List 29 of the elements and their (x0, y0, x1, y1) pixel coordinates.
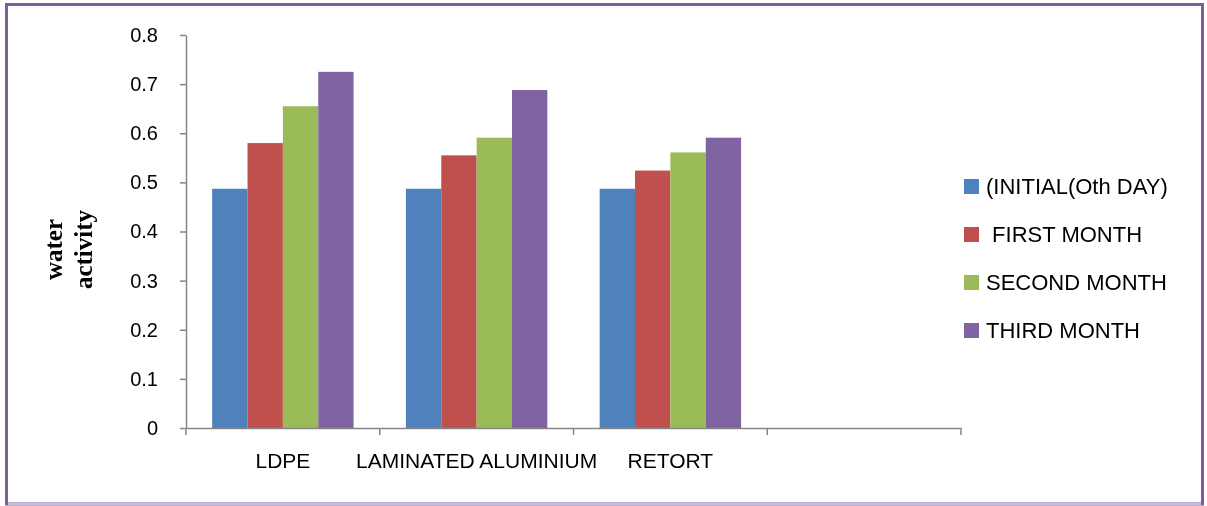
bar (599, 188, 636, 428)
bar (635, 170, 671, 428)
y-tick-label: 0.5 (130, 171, 158, 194)
y-tick-label: 0.1 (130, 367, 158, 390)
y-tick-label: 0.3 (130, 269, 158, 292)
y-axis-title: water activity (40, 209, 97, 290)
legend-label: THIRD MONTH (986, 317, 1140, 343)
y-tick-label: 0.8 (130, 23, 158, 46)
x-tick-label: LDPE (255, 448, 311, 472)
x-tick-label: LAMINATED ALUMINIUM (356, 448, 598, 472)
bar (247, 143, 283, 428)
bar (476, 137, 512, 428)
legend-label: (INITIAL(Oth DAY) (986, 173, 1168, 199)
bar (318, 71, 354, 428)
legend-label: SECOND MONTH (986, 269, 1167, 295)
bar (441, 155, 477, 428)
bar (511, 90, 548, 428)
bar (212, 188, 248, 428)
y-tick-label: 0.2 (130, 318, 158, 341)
x-tick-label: RETORT (627, 448, 714, 472)
bar (282, 106, 319, 428)
bar (405, 188, 442, 428)
y-tick-label: 0.4 (130, 220, 158, 243)
y-tick-label: 0.6 (130, 122, 158, 145)
y-tick-label: 0 (146, 416, 158, 439)
bar (670, 152, 706, 428)
bar (705, 137, 742, 428)
y-tick-label: 0.7 (130, 73, 158, 96)
legend-label: FIRST MONTH (986, 221, 1143, 247)
